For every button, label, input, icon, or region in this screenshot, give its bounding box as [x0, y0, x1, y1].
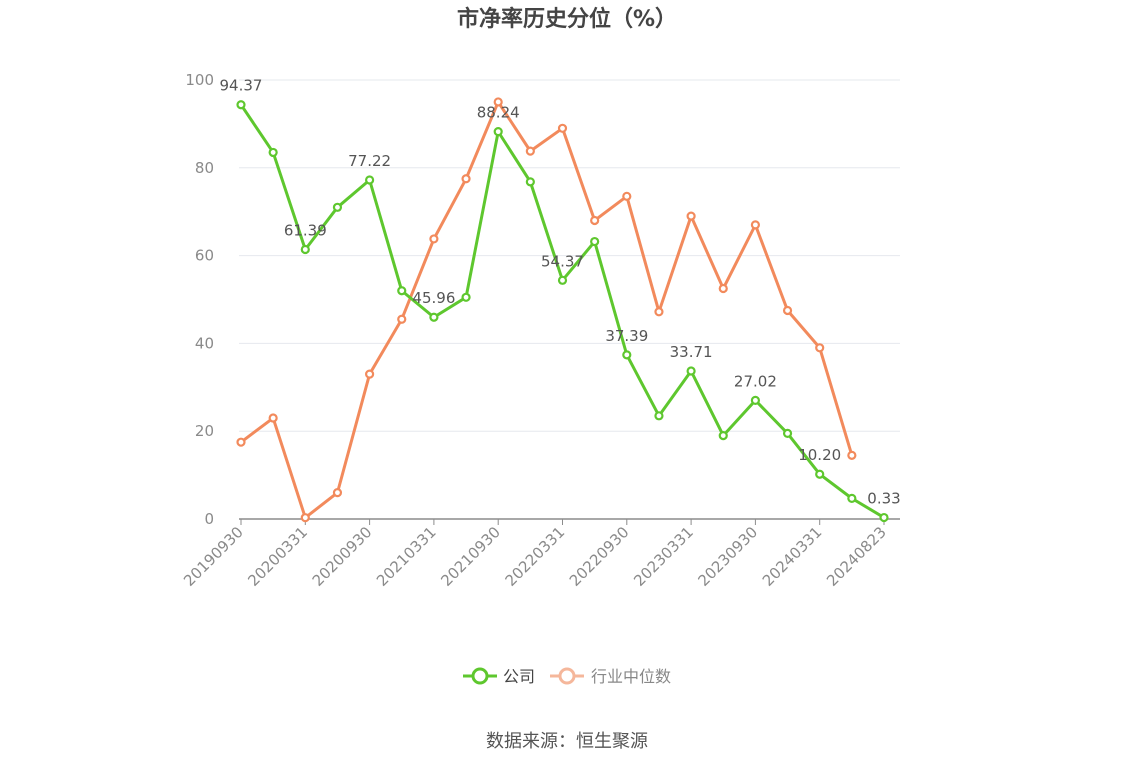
data-point [332, 488, 343, 498]
data-point [461, 174, 471, 184]
y-tick-label: 40 [195, 334, 214, 352]
data-point [654, 411, 664, 421]
x-tick-label: 20200930 [309, 523, 376, 590]
data-point [815, 343, 825, 353]
data-label: 61.39 [284, 221, 327, 239]
data-point [622, 350, 632, 360]
data-point [397, 314, 407, 324]
data-point [365, 369, 375, 379]
data-point [750, 220, 761, 230]
legend-company-marker [471, 667, 489, 685]
x-tick-label: 20220930 [566, 523, 633, 590]
y-tick-label: 60 [195, 247, 214, 265]
y-axis: 0 20 40 60 80 100 [185, 71, 214, 528]
x-tick-label: 20210930 [437, 523, 504, 590]
data-label: 77.22 [348, 152, 391, 170]
legend-item-company[interactable]: 公司 [463, 667, 535, 686]
data-label: 54.37 [541, 252, 584, 270]
data-label: 27.02 [734, 372, 777, 390]
data-point [268, 413, 278, 423]
data-point [461, 292, 471, 302]
data-point [429, 312, 439, 322]
data-point [847, 493, 857, 503]
data-point [654, 307, 664, 317]
legend-item-industry-median[interactable]: 行业中位数 [550, 667, 671, 686]
data-label: 33.71 [670, 343, 713, 361]
data-point [525, 177, 535, 187]
legend-company-label: 公司 [503, 667, 535, 686]
data-label: 10.20 [798, 446, 841, 464]
x-tick-label: 20200331 [244, 523, 311, 590]
data-label: 88.24 [477, 104, 520, 122]
data-point [525, 146, 535, 156]
y-tick-label: 100 [185, 71, 214, 89]
data-point [557, 123, 568, 133]
series-line-1 [240, 100, 854, 520]
legend: 公司 行业中位数 [463, 667, 671, 686]
series-group [236, 97, 889, 523]
data-point [493, 97, 503, 107]
data-point [718, 430, 728, 441]
data-point [429, 234, 439, 244]
data-source: 数据来源：恒生聚源 [486, 731, 648, 752]
data-point [847, 450, 857, 460]
data-label: 0.33 [867, 490, 900, 508]
x-tick-label: 20230930 [695, 523, 762, 590]
data-point [300, 244, 310, 255]
data-label: 37.39 [605, 327, 648, 345]
x-tick-label: 20220331 [502, 523, 569, 590]
data-point [493, 127, 503, 137]
data-point [718, 283, 728, 294]
x-tick-label: 20240823 [823, 523, 890, 590]
data-point [236, 100, 246, 110]
data-point [750, 395, 761, 405]
x-tick-label: 20240331 [759, 523, 826, 590]
data-point [332, 202, 343, 212]
data-point [365, 175, 375, 185]
data-point [557, 275, 568, 285]
data-point [815, 469, 825, 479]
data-point [686, 366, 696, 376]
data-point [782, 428, 793, 438]
data-labels: 94.37 61.39 77.22 45.96 88.24 54.37 37.39 33.71… [220, 77, 901, 508]
legend-industry-marker [558, 667, 576, 685]
x-tick-label: 20190930 [180, 523, 247, 590]
data-point [268, 147, 278, 158]
data-point [236, 437, 246, 447]
legend-industry-label: 行业中位数 [591, 667, 671, 686]
data-point [590, 215, 600, 226]
chart-title: 市净率历史分位（%） [457, 6, 677, 32]
y-tick-label: 80 [195, 159, 214, 177]
x-axis: 2019093020200331202009302021033120210930… [180, 518, 900, 590]
x-tick-label: 20210331 [373, 523, 440, 590]
data-point [622, 191, 632, 201]
data-point [782, 305, 793, 316]
data-label: 94.37 [220, 77, 263, 95]
data-point [397, 286, 407, 296]
y-tick-label: 20 [195, 422, 214, 440]
data-point [686, 211, 696, 221]
data-point [300, 513, 310, 523]
x-tick-label: 20230331 [630, 523, 697, 590]
data-label: 45.96 [412, 289, 455, 307]
data-point [590, 236, 600, 247]
data-point [879, 512, 889, 523]
y-tick-label: 0 [204, 510, 214, 528]
